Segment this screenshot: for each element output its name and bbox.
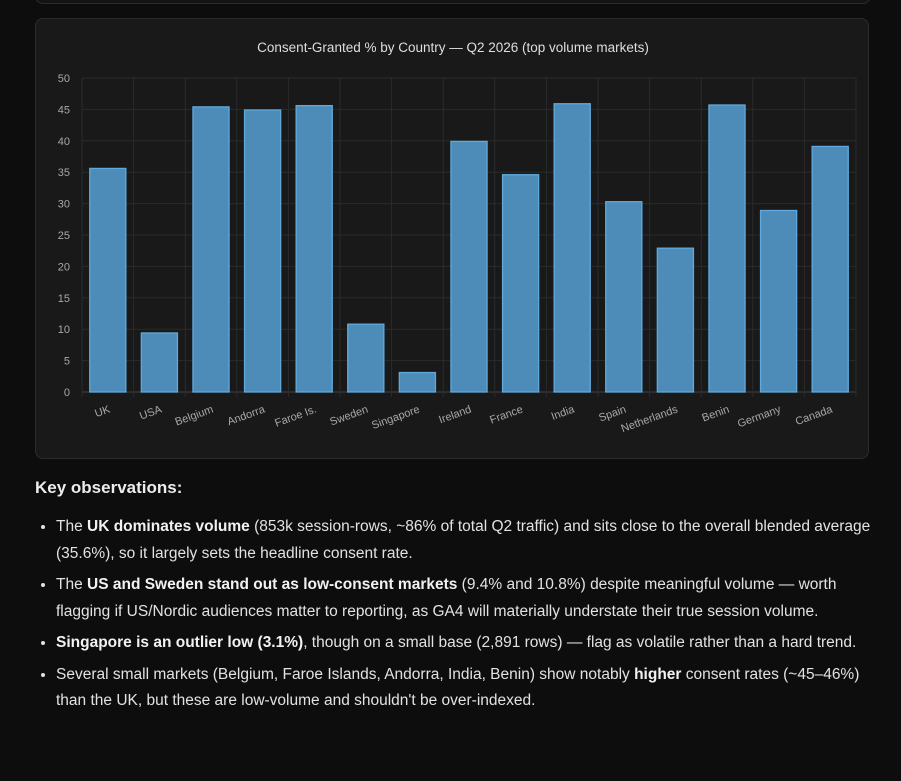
observations-heading: Key observations: [35,478,183,497]
y-tick-label: 45 [58,104,70,116]
x-tick-label: Singapore [370,404,421,432]
x-tick-label: Faroe Is. [273,404,318,430]
observation-text: The [56,576,88,593]
observation-text: (853k session-rows, ~86% of total Q2 tra… [56,518,871,562]
bar-sweden [347,323,385,393]
y-tick-label: 30 [58,199,70,211]
bar-belgium [192,106,230,393]
observation-emphasis: higher [634,665,682,683]
x-tick-label: France [488,404,524,427]
chart-title: Consent-Granted % by Country — Q2 2026 (… [257,40,649,55]
chart-bars [89,103,849,393]
observations-list: The UK dominates volume (853k session-ro… [35,514,875,715]
y-tick-label: 50 [58,73,70,85]
bar-netherlands [656,247,695,393]
x-tick-label: UK [93,403,112,420]
x-tick-label: Netherlands [620,403,680,435]
bar-andorra [243,109,282,393]
observation-item: The UK dominates volume (853k session-ro… [56,514,875,567]
y-tick-label: 25 [58,230,70,242]
observation-emphasis: Singapore is an outlier low (3.1%) [56,634,304,651]
x-tick-label: Canada [794,403,835,428]
observation-emphasis: UK dominates volume [87,518,250,535]
observation-text: (9.4% and 10.8%) despite meaningful volu… [56,576,837,620]
x-tick-label: Andorra [226,403,268,428]
bar-france [501,174,540,393]
x-tick-label: Sweden [328,404,369,429]
bar-germany [759,209,798,393]
observation-text: , though on a small base (2,891 rows) — … [303,634,857,651]
bar-usa [140,332,179,393]
observation-item: Singapore is an outlier low (3.1%), thou… [56,630,875,657]
x-tick-label: Spain [597,404,628,425]
x-tick-label: USA [138,403,164,422]
y-tick-label: 0 [64,387,70,399]
y-tick-label: 40 [58,136,70,148]
x-tick-label: India [550,403,577,423]
bar-faroe-is [295,104,333,393]
x-tick-label: Benin [700,404,731,425]
y-tick-label: 20 [58,261,70,273]
observation-emphasis: US and Sweden stand out as low-consent m… [87,576,458,593]
bar-spain [605,201,643,393]
bar-benin [708,104,746,393]
bar-india [553,103,591,393]
observation-text: The [56,518,88,535]
chart-card: Consent-Granted % by Country — Q2 2026 (… [35,18,869,459]
observation-text: consent rates (~45–46%) than the UK, but… [56,665,860,710]
bar-canada [811,145,849,393]
x-tick-label: Germany [736,403,783,430]
bar-ireland [450,140,488,393]
bar-uk [89,167,127,393]
x-tick-label: Ireland [437,404,473,427]
x-tick-label: Belgium [174,404,215,429]
y-tick-label: 35 [58,167,70,179]
observation-text: Several small markets (Belgium, Faroe Is… [56,665,635,683]
observations-section: Key observations: The UK dominates volum… [35,476,875,720]
previous-card [35,0,871,4]
y-tick-label: 15 [58,293,70,305]
y-tick-label: 5 [64,356,70,368]
bar-chart: Consent-Granted % by Country — Q2 2026 (… [58,40,857,435]
bar-singapore [398,371,437,393]
observation-item: Several small markets (Belgium, Faroe Is… [56,662,875,715]
y-tick-label: 10 [58,324,70,336]
observation-item: The US and Sweden stand out as low-conse… [56,572,875,625]
